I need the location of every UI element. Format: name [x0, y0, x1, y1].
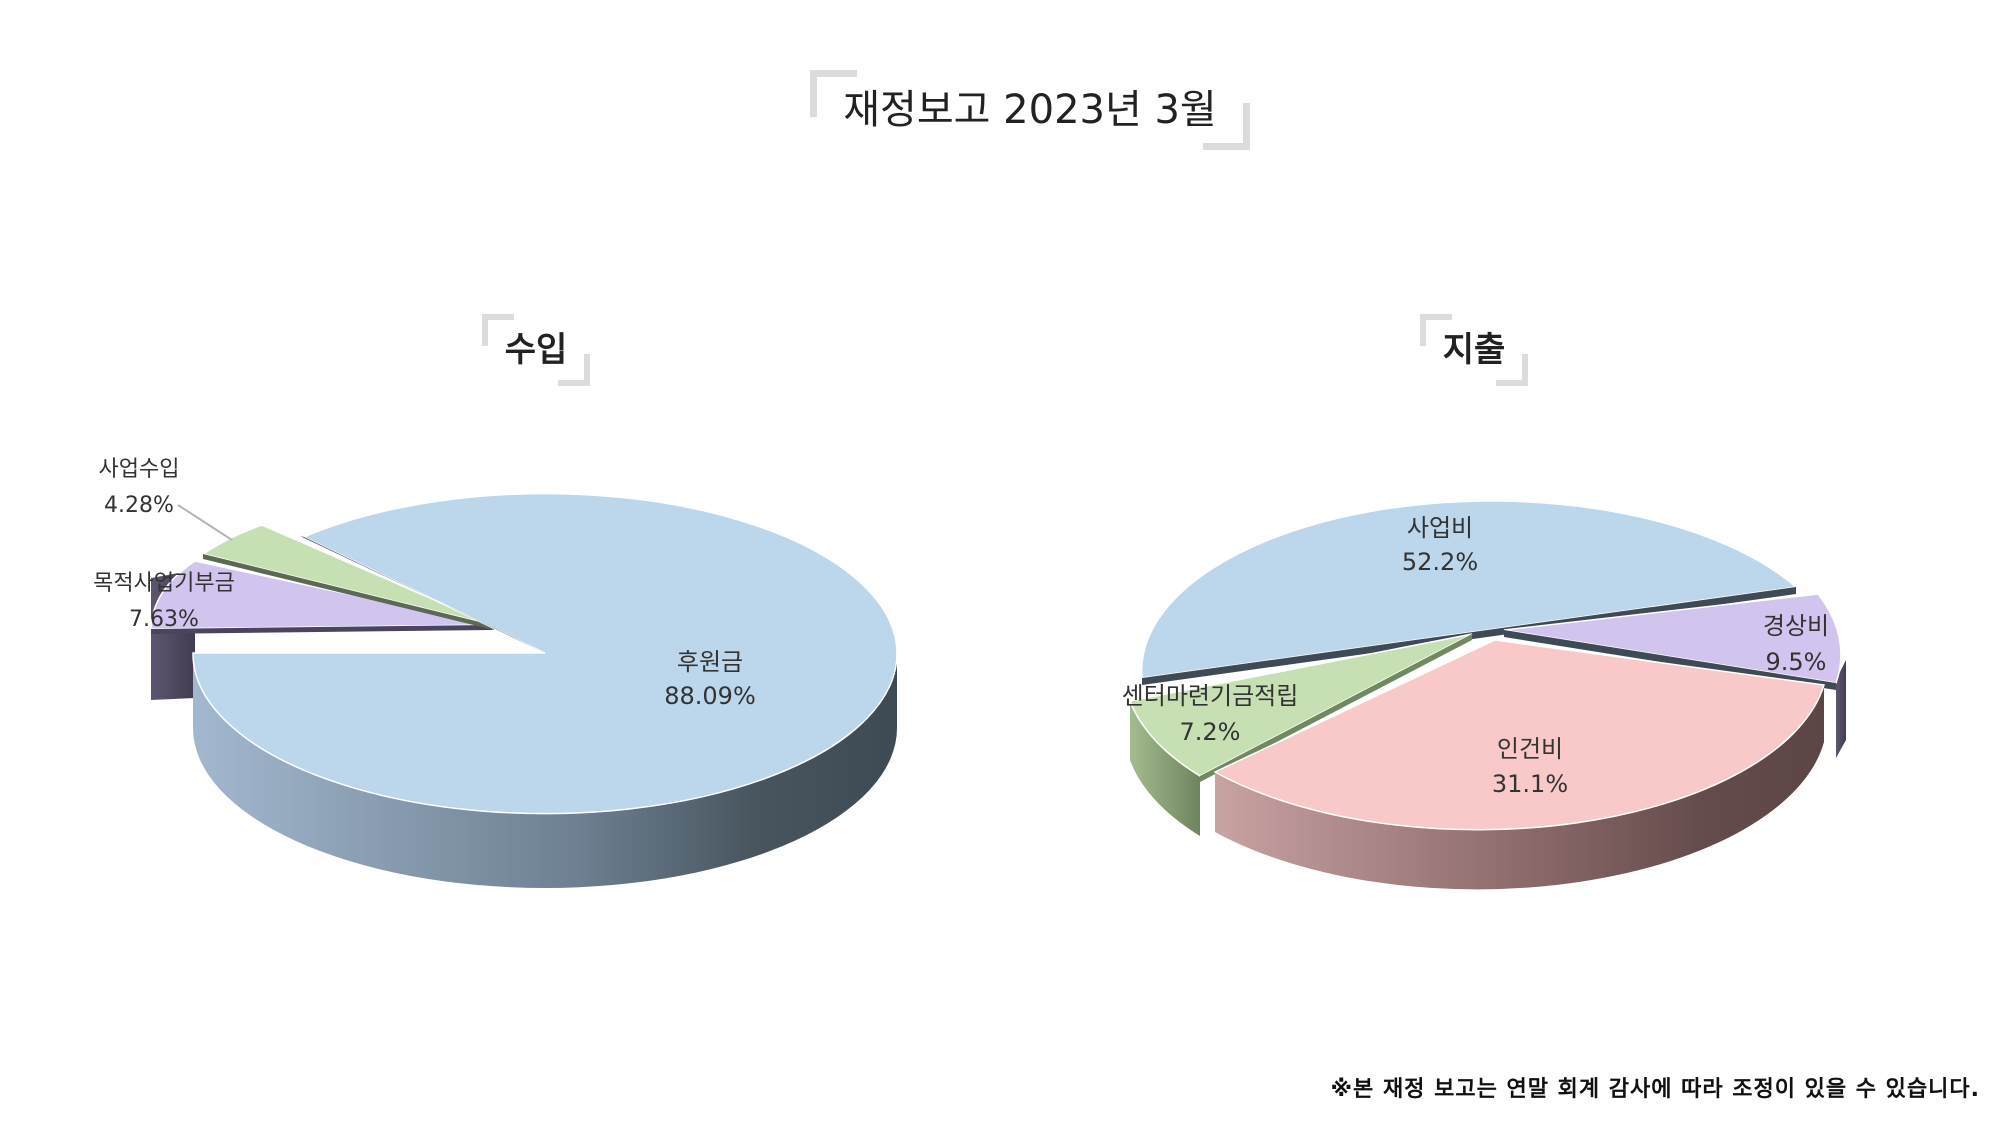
report-title-text: 재정보고 2023년 3월	[843, 87, 1217, 133]
subtitle-corner-bracket	[558, 354, 590, 386]
leader-line-사업수입	[177, 504, 233, 541]
audit-footnote: ※본 재정 보고는 연말 회계 감사에 따라 조정이 있을 수 있습니다.	[1330, 1077, 1980, 1102]
slice-wall-사업수입	[203, 554, 494, 630]
label-센터마련기금적립: 센터마련기금적립	[1122, 682, 1299, 710]
slice-side-인건비	[1215, 682, 1824, 890]
slice-후원금	[192, 492, 898, 815]
slice-센터마련기금적립	[1128, 633, 1473, 777]
income-chart-title: 수입	[482, 314, 590, 386]
label-사업비: 사업비	[1407, 514, 1473, 542]
slice-목적사업기부금	[150, 560, 493, 630]
slice-wall-목적사업기부금	[151, 625, 492, 634]
slice-side-후원금	[193, 653, 897, 888]
label-목적사업기부금: 목적사업기부금	[93, 571, 235, 596]
title-corner-bracket	[1203, 103, 1250, 150]
value-사업비: 52.2%	[1402, 548, 1478, 576]
subtitle-corner-bracket	[1420, 314, 1452, 346]
slice-인건비	[1213, 639, 1825, 831]
slice-side-경상비	[1836, 660, 1846, 758]
slice-side-센터마련기금적립	[1130, 700, 1200, 836]
slice-wall-센터마련기금적립	[1200, 634, 1472, 782]
value-경상비: 9.5%	[1766, 648, 1827, 676]
title-corner-bracket	[810, 70, 857, 117]
slice-사업비	[1140, 500, 1798, 679]
slice-사업수입	[201, 524, 493, 626]
income-chart-title-text: 수입	[504, 330, 568, 370]
slice-wall-사업비	[1142, 631, 1480, 685]
subtitle-corner-bracket	[1496, 354, 1528, 386]
label-사업수입: 사업수입	[99, 457, 180, 482]
label-인건비: 인건비	[1497, 735, 1563, 763]
value-후원금: 88.09%	[664, 682, 756, 710]
slice-경상비	[1503, 593, 1842, 684]
value-사업수입: 4.28%	[104, 493, 174, 518]
value-인건비: 31.1%	[1492, 770, 1568, 798]
label-후원금: 후원금	[677, 648, 743, 676]
label-경상비: 경상비	[1763, 612, 1829, 640]
expense-chart-title-text: 지출	[1442, 330, 1506, 370]
value-센터마련기금적립: 7.2%	[1180, 718, 1241, 746]
expense-chart-title: 지출	[1420, 314, 1528, 386]
subtitle-corner-bracket	[482, 314, 514, 346]
value-목적사업기부금: 7.63%	[129, 607, 199, 632]
report-title: 재정보고 2023년 3월	[810, 70, 1250, 150]
